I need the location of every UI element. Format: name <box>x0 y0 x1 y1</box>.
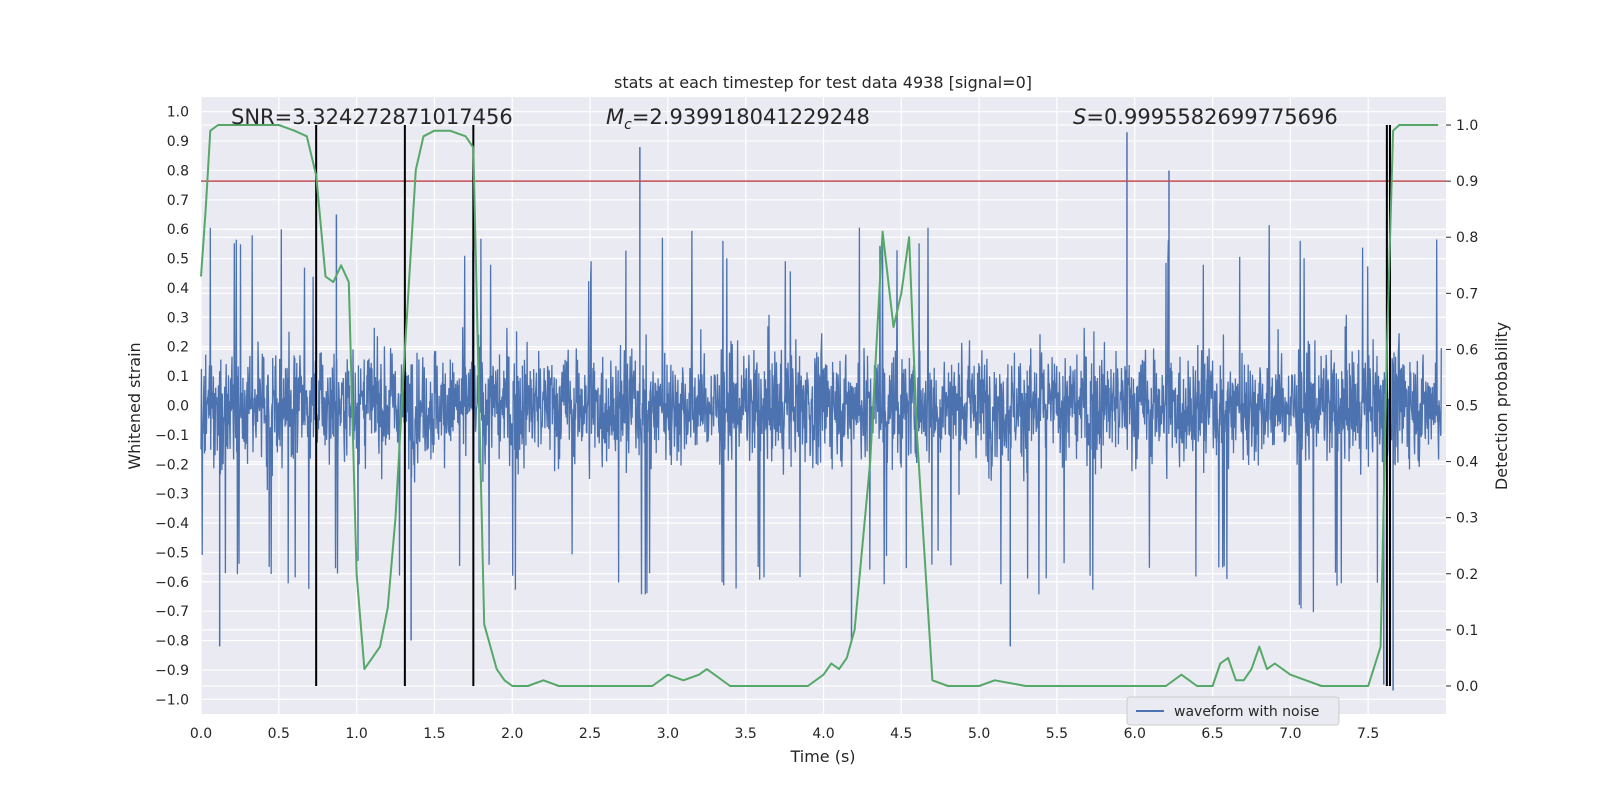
y-left-tick-label: 0.1 <box>167 369 189 385</box>
x-tick-label: 1.5 <box>423 726 445 742</box>
x-tick-label: 2.0 <box>501 726 523 742</box>
y-right-tick-label: 0.1 <box>1456 623 1478 639</box>
y-right-tick-label: 0.8 <box>1456 230 1478 246</box>
x-tick-label: 3.0 <box>657 726 679 742</box>
y-right-tick-label: 0.2 <box>1456 567 1478 583</box>
y-right-tick-label: 0.0 <box>1456 679 1478 695</box>
legend-box <box>1126 696 1340 726</box>
overlay-lines <box>201 125 1446 686</box>
y-left-tick-label: −0.8 <box>155 634 189 650</box>
chart-title: stats at each timestep for test data 493… <box>614 73 1032 92</box>
y-left-tick-label: 0.9 <box>167 134 189 150</box>
x-tick-label: 5.5 <box>1046 726 1068 742</box>
x-tick-label: 0.5 <box>268 726 290 742</box>
y-left-tick-label: −0.6 <box>155 575 189 591</box>
x-tick-label: 7.5 <box>1357 726 1379 742</box>
chirp-mass-value: =2.939918041229248 <box>632 105 870 129</box>
x-tick-label: 5.0 <box>968 726 990 742</box>
y-left-tick-label: −0.2 <box>155 457 189 473</box>
chirp-mass-annotation: Mc=2.939918041229248 <box>606 105 870 133</box>
y-left-tick-label: 0.2 <box>167 340 189 356</box>
y-left-tick-label: 0.4 <box>167 281 189 297</box>
y-left-tick-label: 0.8 <box>167 163 189 179</box>
score-symbol: S <box>1073 105 1086 129</box>
y-left-tick-label: 1.0 <box>167 105 189 121</box>
y-left-tick-label: −0.7 <box>155 604 189 620</box>
x-tick-label: 3.5 <box>735 726 757 742</box>
x-tick-label: 6.0 <box>1124 726 1146 742</box>
y-left-tick-label: 0.3 <box>167 310 189 326</box>
y-left-tick-label: −0.3 <box>155 487 189 503</box>
x-tick-label: 1.0 <box>345 726 367 742</box>
y-left-tick-label: 0.6 <box>167 222 189 238</box>
y-left-tick-label: 0.7 <box>167 193 189 209</box>
y-right-tick-label: 0.6 <box>1456 342 1478 358</box>
y-right-tick-label: 0.5 <box>1456 399 1478 415</box>
y-axis-left-label: Whitened strain <box>125 342 144 469</box>
y-left-tick-label: 0.5 <box>167 252 189 268</box>
y-axis-right-label: Detection probability <box>1492 322 1511 490</box>
y-left-tick-label: −0.9 <box>155 663 189 679</box>
chirp-mass-symbol: M <box>606 105 624 129</box>
x-tick-label: 7.0 <box>1279 726 1301 742</box>
waveform-line <box>200 225 1442 613</box>
y-right-tick-label: 0.7 <box>1456 286 1478 302</box>
y-right-tick-label: 1.0 <box>1456 118 1478 134</box>
y-right-tick-label: 0.9 <box>1456 174 1478 190</box>
y-left-tick-label: 0.0 <box>167 399 189 415</box>
x-tick-label: 2.5 <box>579 726 601 742</box>
y-right-tick-label: 0.4 <box>1456 455 1478 471</box>
x-tick-label: 4.5 <box>890 726 912 742</box>
legend-label-waveform: waveform with noise <box>1174 704 1319 720</box>
axes: 0.0 0.5 1.0 1.5 2.0 2.5 3.0 3.5 4.0 4.5 5.0 5.5 6.0 6… <box>155 105 1478 742</box>
y-right-tick-label: 0.3 <box>1456 511 1478 527</box>
snr-annotation: SNR=3.324272871017456 <box>231 105 513 129</box>
y-left-tick-label: −0.5 <box>155 545 189 561</box>
probability-series <box>200 124 1439 687</box>
x-axis-label: Time (s) <box>789 747 855 766</box>
x-tick-label: 0.0 <box>190 726 212 742</box>
y-left-tick-label: −0.1 <box>155 428 189 444</box>
probability-line <box>200 124 1439 687</box>
x-tick-label: 4.0 <box>812 726 834 742</box>
y-left-tick-label: −0.4 <box>155 516 189 532</box>
y-left-tick-label: −1.0 <box>155 692 189 708</box>
legend: waveform with noise <box>1126 696 1340 726</box>
score-value: =0.9995582699775696 <box>1086 105 1337 129</box>
x-tick-label: 6.5 <box>1201 726 1223 742</box>
chirp-mass-subscript: c <box>624 117 632 133</box>
score-annotation: S=0.9995582699775696 <box>1073 105 1338 129</box>
